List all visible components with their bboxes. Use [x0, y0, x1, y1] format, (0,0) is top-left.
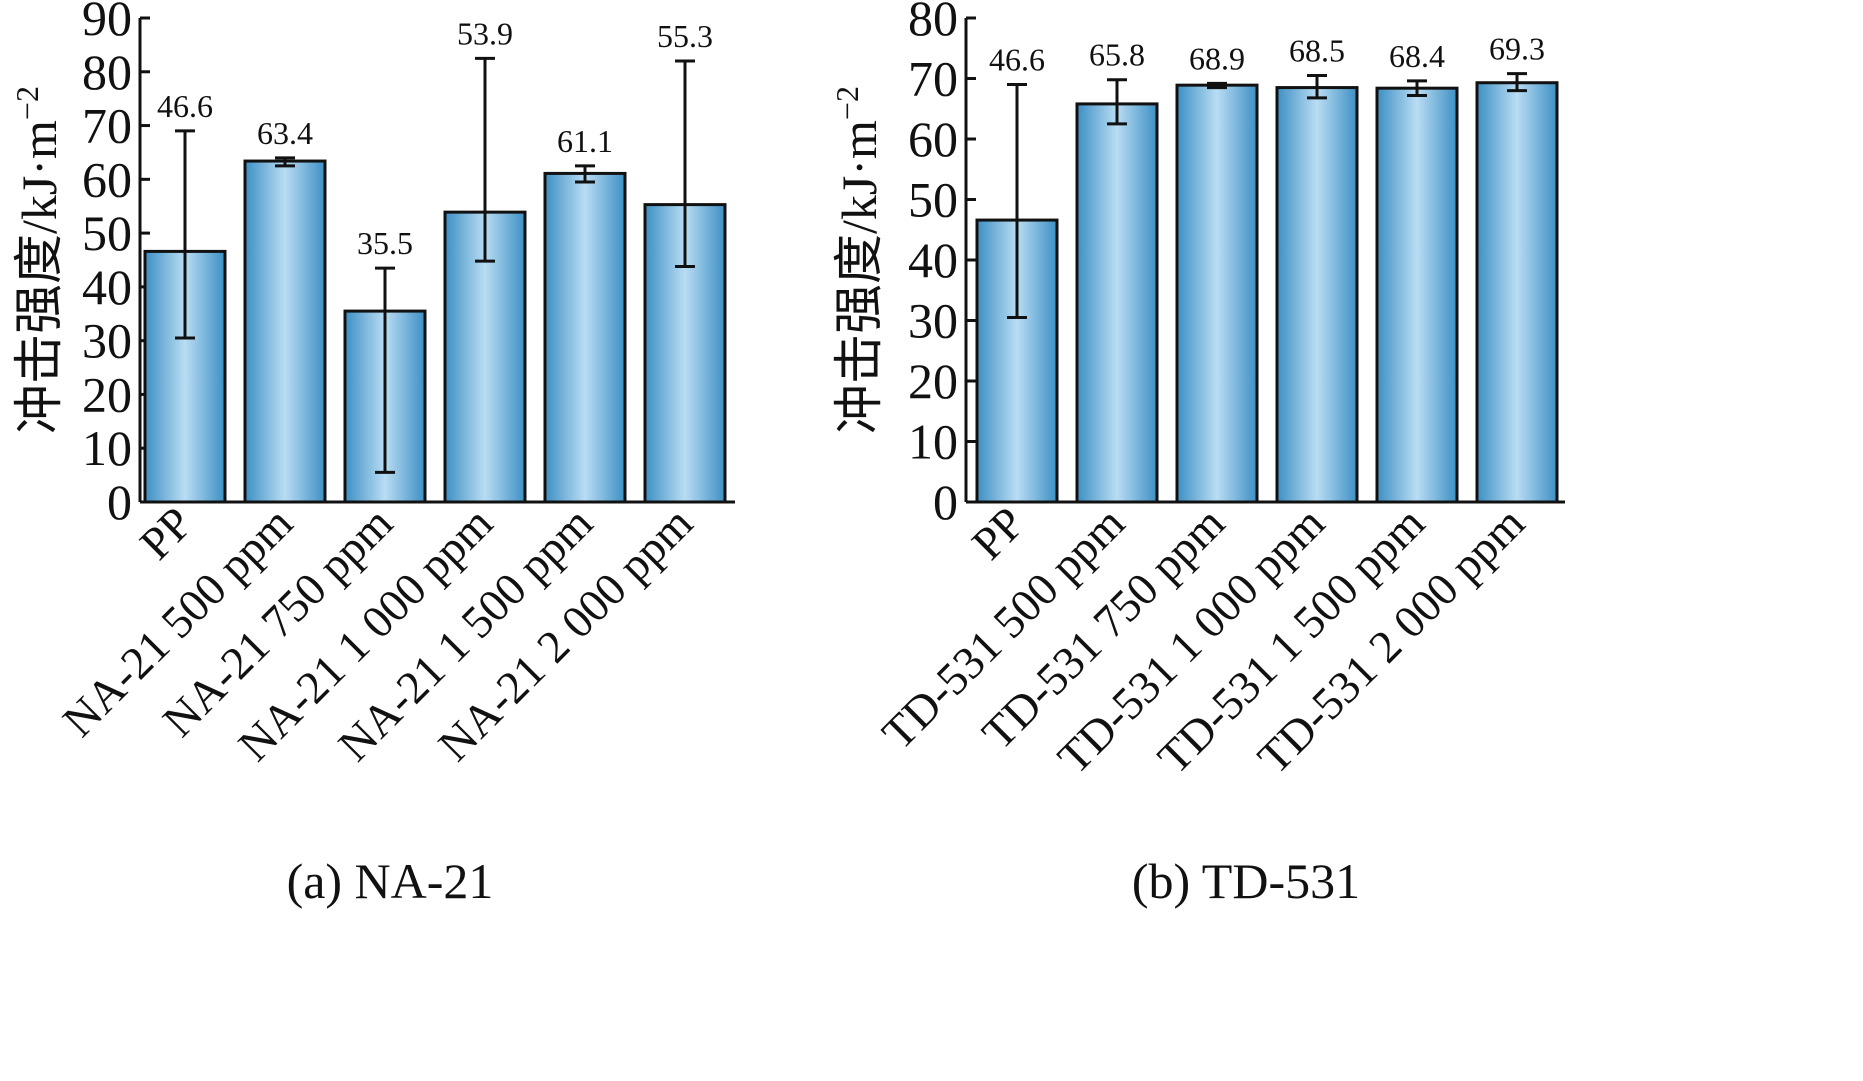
y-tick-label: 70: [82, 98, 132, 154]
y-tick-label: 30: [82, 313, 132, 369]
y-tick-label: 60: [908, 111, 958, 167]
y-tick-label: 10: [82, 420, 132, 476]
y-tick-label: 0: [933, 474, 958, 530]
data-label: 65.8: [1089, 37, 1145, 73]
category-label: PP: [962, 497, 1034, 569]
bar: [543, 171, 627, 504]
data-label: 53.9: [457, 15, 513, 51]
y-tick-label: 20: [82, 366, 132, 422]
data-label: 46.6: [157, 88, 213, 124]
bar: [1475, 81, 1559, 504]
data-label: 35.5: [357, 225, 413, 261]
bar: [643, 203, 727, 504]
chart-caption: (a) NA-21: [287, 853, 494, 909]
y-tick-label: 80: [82, 44, 132, 100]
y-tick-label: 30: [908, 293, 958, 349]
data-label: 69.3: [1489, 31, 1545, 67]
y-tick-label: 20: [908, 353, 958, 409]
chart-td531: 01020304050607080冲击强度/kJ·m−246.6PP65.8TD…: [829, 0, 1565, 909]
y-tick-label: 70: [908, 51, 958, 107]
data-label: 68.5: [1289, 32, 1345, 68]
bar: [243, 159, 327, 504]
y-tick-label: 50: [908, 172, 958, 228]
bar: [1275, 86, 1359, 504]
bar: [1175, 83, 1259, 504]
bar: [1075, 102, 1159, 504]
y-tick-label: 40: [82, 259, 132, 315]
data-label: 68.4: [1389, 38, 1445, 74]
y-tick-label: 0: [107, 474, 132, 530]
y-tick-label: 50: [82, 205, 132, 261]
y-tick-label: 90: [82, 0, 132, 46]
y-tick-label: 40: [908, 232, 958, 288]
bar: [1375, 86, 1459, 504]
data-label: 55.3: [657, 18, 713, 54]
y-axis-label: 冲击强度/kJ·m−2: [829, 86, 887, 434]
data-label: 46.6: [989, 42, 1045, 78]
data-label: 61.1: [557, 123, 613, 159]
y-tick-label: 10: [908, 414, 958, 470]
y-tick-label: 60: [82, 151, 132, 207]
data-label: 63.4: [257, 115, 313, 151]
y-axis-label-exponent: −2: [9, 86, 45, 120]
category-label: PP: [130, 497, 202, 569]
y-axis-label: 冲击强度/kJ·m−2: [9, 86, 67, 434]
y-tick-label: 80: [908, 0, 958, 46]
chart-caption: (b) TD-531: [1132, 853, 1360, 909]
data-label: 68.9: [1189, 40, 1245, 76]
y-axis-label-exponent: −2: [829, 86, 865, 120]
